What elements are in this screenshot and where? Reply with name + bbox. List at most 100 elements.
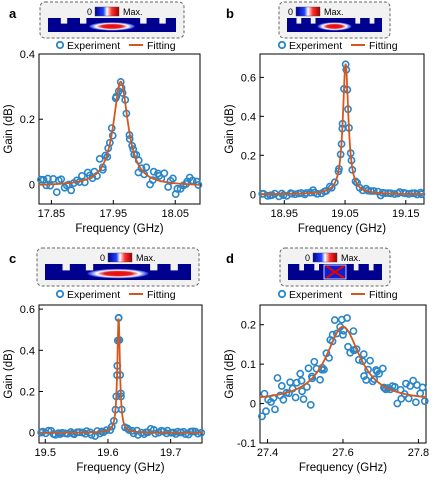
experiment-point — [306, 400, 315, 409]
fitting-curve — [38, 80, 201, 186]
experiment-point — [173, 184, 182, 193]
x-tick-label: 27.8 — [408, 447, 429, 459]
x-tick-label: 27.4 — [257, 447, 278, 459]
y-tick-label: 0.4 — [20, 345, 35, 357]
experiment-point — [339, 330, 347, 339]
experiment-point — [375, 369, 383, 378]
experiment-point — [160, 169, 169, 178]
legend-experiment-label: Experiment — [289, 289, 342, 301]
y-tick-label: 0 — [29, 179, 35, 191]
x-tick-label: 17.95 — [100, 208, 128, 220]
chart-panel-d: d 0 Max. Experiment Fitting 27.4 27.6 27.8 -0.1 0… — [224, 247, 429, 474]
waveguide-notch — [369, 18, 375, 24]
waveguide-notch — [159, 18, 166, 24]
experiment-point — [258, 412, 266, 421]
experiment-point — [393, 399, 402, 408]
experiment-point — [358, 357, 367, 366]
experiment-point — [273, 374, 282, 382]
experiment-point — [390, 382, 399, 391]
x-tick-label: 19.5 — [35, 447, 56, 459]
experiment-point — [369, 187, 378, 195]
colorbar — [312, 252, 338, 263]
experiment-point — [304, 364, 313, 373]
y-tick-label: 0.1 — [241, 359, 256, 371]
y-axis-label: Gain (dB) — [224, 349, 236, 398]
x-axis-label: Frequency (GHz) — [75, 223, 163, 235]
hot-spot — [317, 22, 352, 31]
experiment-point — [366, 356, 374, 365]
waveguide-notch — [140, 18, 147, 24]
experiment-point — [330, 178, 339, 187]
experiment-point — [378, 364, 387, 373]
colorbar-max-label: Max. — [136, 253, 156, 263]
experiment-point — [95, 155, 104, 163]
legend-fitting-label: Fitting — [147, 40, 176, 52]
colorbar — [295, 6, 321, 17]
experiment-point — [262, 407, 270, 416]
chart-panel-b: b 0 Max. Experiment Fitting 18.95 19.05 19.15 0 0… — [224, 1, 426, 235]
colorbar-max-label: Max. — [324, 7, 344, 17]
waveguide-notch — [60, 18, 68, 24]
x-tick-label: 27.6 — [332, 447, 353, 459]
colorbar-max-label: Max. — [123, 7, 143, 17]
experiment-point — [116, 78, 125, 86]
experiment-point — [297, 376, 306, 385]
hot-spot-cross — [325, 265, 345, 279]
colorbar — [94, 6, 120, 17]
experiment-point — [151, 429, 160, 438]
y-axis-label: Gain (dB) — [224, 104, 236, 153]
panel-label: a — [9, 6, 17, 21]
x-axis-label: Frequency (GHz) — [298, 223, 386, 235]
hot-spot — [88, 22, 136, 31]
waveguide-notch — [355, 18, 361, 24]
waveguide-notch — [150, 264, 158, 271]
experiment-point — [169, 174, 177, 183]
x-tick-label: 19.15 — [392, 208, 420, 220]
legend-fitting-label: Fitting — [147, 289, 176, 301]
y-tick-label: 0.2 — [241, 150, 256, 162]
x-tick-label: 18.05 — [161, 208, 189, 220]
experiment-point — [409, 376, 418, 385]
waveguide-notch — [299, 264, 304, 271]
experiment-point — [418, 383, 427, 392]
panel-label: b — [226, 6, 234, 21]
plot-frame — [259, 53, 425, 205]
waveguide-notch — [80, 18, 87, 24]
colorbar — [107, 252, 133, 263]
legend-experiment-label: Experiment — [67, 289, 120, 301]
waveguide-notch — [170, 264, 178, 271]
waveguide-notch — [353, 264, 359, 271]
experiment-point — [298, 387, 306, 396]
experiment-point — [313, 189, 322, 198]
experiment-point — [279, 191, 288, 200]
experiment-point — [316, 375, 324, 384]
legend-fitting-label: Fitting — [369, 289, 398, 301]
y-tick-label: 0.4 — [241, 111, 256, 123]
legend-experiment-marker — [277, 289, 287, 299]
fitting-curve — [260, 63, 424, 195]
fitting-curve — [259, 325, 427, 399]
experiment-point — [330, 316, 339, 324]
experiment-point — [78, 172, 86, 180]
colorbar-min-label: 0 — [100, 253, 105, 263]
experiment-point — [149, 167, 158, 176]
experiment-point — [349, 327, 358, 335]
experiment-point — [82, 427, 91, 436]
y-axis-label: Gain (dB) — [3, 104, 15, 153]
waveguide-notch — [368, 264, 374, 271]
experiment-point — [352, 345, 361, 354]
plot-frame — [38, 53, 201, 205]
legend-experiment-marker — [55, 40, 65, 50]
experiment-point — [193, 429, 202, 438]
waveguide-notch — [62, 264, 70, 271]
experiment-point — [67, 186, 76, 195]
plot-frame — [38, 304, 203, 444]
y-tick-label: 0.4 — [20, 49, 35, 61]
x-tick-label: 18.95 — [271, 208, 299, 220]
y-tick-label: 0.2 — [20, 387, 35, 399]
experiment-point — [310, 357, 319, 366]
x-axis-label: Frequency (GHz) — [299, 462, 387, 474]
colorbar-min-label: 0 — [87, 7, 92, 17]
experiment-point — [299, 395, 308, 403]
panel-label: d — [226, 251, 234, 266]
